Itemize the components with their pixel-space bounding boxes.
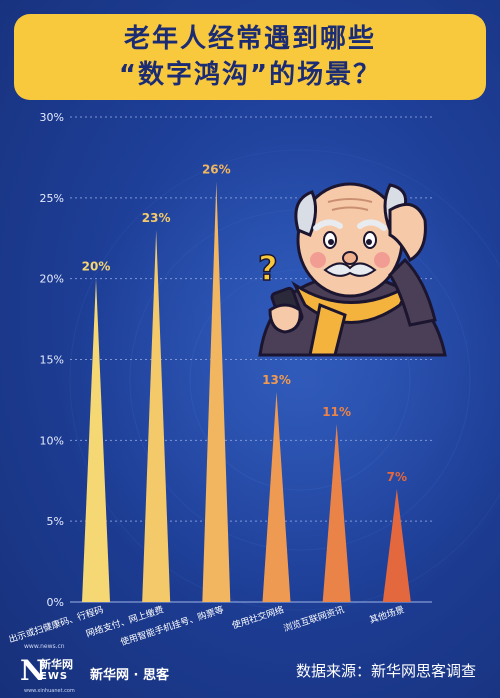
title-line-2: “数字鸿沟”的场景？ bbox=[118, 60, 382, 90]
bar-spike bbox=[382, 488, 411, 602]
data-source: 数据来源：新华网思客调查 bbox=[296, 662, 477, 680]
value-label: 13% bbox=[262, 373, 291, 387]
y-tick-label: 15% bbox=[40, 354, 64, 367]
y-tick-label: 0% bbox=[47, 596, 64, 609]
title-banner: 老年人经常遇到哪些 “数字鸿沟”的场景？ bbox=[14, 14, 486, 100]
bar-spike bbox=[202, 181, 231, 602]
value-label: 23% bbox=[142, 211, 171, 225]
logo-url-bottom: www.xinhuanet.com bbox=[24, 688, 75, 694]
bar-spike bbox=[262, 391, 291, 602]
logo-news: EWS bbox=[40, 671, 69, 682]
value-label: 11% bbox=[322, 405, 351, 419]
bar-spike bbox=[82, 278, 110, 602]
value-label: 7% bbox=[387, 470, 407, 484]
y-tick-label: 20% bbox=[40, 273, 64, 286]
bar-spike bbox=[142, 230, 171, 602]
xinhuanet-logo: N 新华网 EWS bbox=[20, 652, 80, 688]
y-tick-label: 10% bbox=[40, 434, 64, 447]
logo-url-top: www.news.cn bbox=[24, 643, 65, 650]
title-line-1: 老年人经常遇到哪些 bbox=[123, 24, 376, 54]
bar-spike bbox=[322, 424, 351, 602]
question-mark-icon: ? bbox=[258, 249, 278, 289]
logo-letter: N bbox=[20, 654, 46, 687]
value-label: 26% bbox=[202, 163, 231, 177]
value-label: 20% bbox=[82, 260, 111, 274]
footer-brand: 新华网 · 思客 bbox=[90, 668, 169, 683]
y-tick-label: 5% bbox=[47, 515, 64, 528]
elderly-man-illustration: ? bbox=[257, 182, 447, 357]
y-tick-label: 30% bbox=[40, 111, 64, 124]
y-tick-label: 25% bbox=[40, 192, 64, 205]
logo-chinese: 新华网 bbox=[40, 658, 73, 671]
category-label: 使用智能手机挂号、购票等 bbox=[119, 603, 225, 648]
